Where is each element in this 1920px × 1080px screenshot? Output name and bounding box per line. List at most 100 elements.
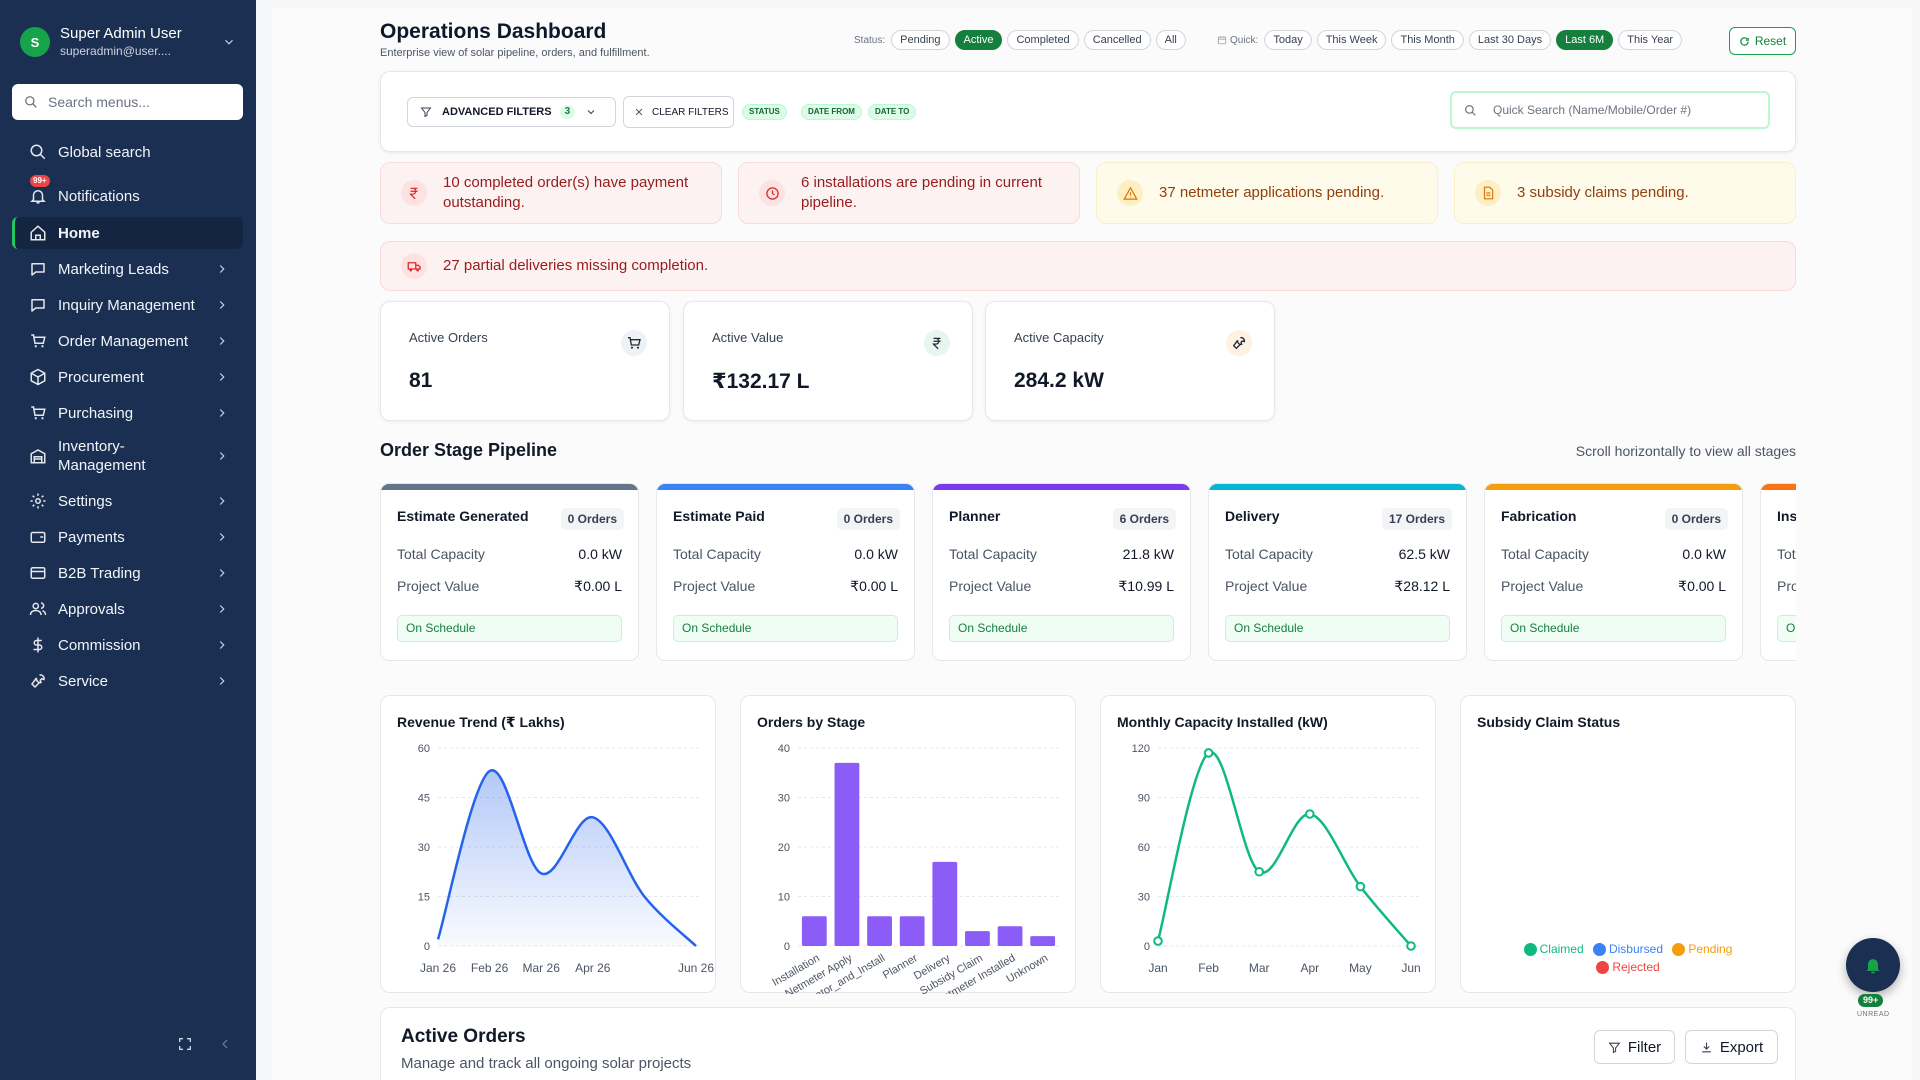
alert-partial-deliveries[interactable]: 27 partial deliveries missing completion… [380,241,1796,291]
bell-icon [1866,959,1880,974]
export-button[interactable]: Export [1685,1030,1778,1064]
status-pill[interactable]: Pending [891,30,950,50]
nav-item-home[interactable]: Home [12,217,243,249]
users-icon [29,602,47,616]
alert-subsidy-pending[interactable]: 3 subsidy claims pending. [1454,162,1796,224]
y-tick-label: 90 [1138,793,1150,805]
x-tick-label: Jan 26 [420,961,456,975]
stage-name: Estimate Paid [673,508,765,524]
stage-card[interactable]: Estimate Generated 0 Orders Total Capaci… [380,483,639,661]
stage-color-bar [1761,484,1796,490]
stage-status-badge: On Schedule [397,615,622,642]
stage-card[interactable]: Ins Tot Pro O [1760,483,1796,661]
stage-card[interactable]: Fabrication 0 Orders Total Capacity 0.0 k… [1484,483,1743,661]
legend-item[interactable]: Disbursed [1592,942,1663,956]
bar[interactable] [1030,936,1056,946]
bar[interactable] [834,762,860,946]
stage-card[interactable]: Planner 6 Orders Total Capacity 21.8 kW P… [932,483,1191,661]
x-tick-label: Jan [1148,961,1167,975]
quick-pill[interactable]: This Month [1391,30,1464,50]
nav-item-purchasing[interactable]: Purchasing [12,397,243,429]
user-profile[interactable]: S Super Admin User superadmin@user.... [20,24,236,60]
bar[interactable] [801,916,827,946]
nav-item-approvals[interactable]: Approvals [12,593,243,625]
nav-item-payments[interactable]: Payments [12,521,243,553]
legend-item[interactable]: Rejected [1596,960,1660,974]
project-value: ₹28.12 L [1394,578,1450,594]
quick-pill[interactable]: This Year [1618,30,1683,50]
status-pill[interactable]: Active [954,30,1003,50]
filter-button[interactable]: Filter [1594,1030,1675,1064]
status-filter-bar: Status: Pending Active Completed Cancelled A… [854,30,1191,50]
quick-pill[interactable]: Last 6M [1556,30,1614,50]
alert-text: 10 completed order(s) have payment outst… [443,174,689,211]
stage-order-count: 0 Orders [560,508,624,530]
stage-card[interactable]: Estimate Paid 0 Orders Total Capacity 0.0… [656,483,915,661]
quick-pill[interactable]: Last 30 Days [1468,30,1552,50]
stage-card[interactable]: Delivery 17 Orders Total Capacity 62.5 kW… [1208,483,1467,661]
stat-label: Active Value [712,330,784,345]
bar[interactable] [899,916,925,946]
status-pill[interactable]: Cancelled [1083,30,1151,50]
data-point[interactable] [1406,941,1416,951]
quick-search[interactable] [1450,91,1770,129]
quick-search-input[interactable] [1493,103,1753,117]
filter-chip[interactable]: DATE FROM [801,104,862,120]
bar[interactable] [997,926,1023,946]
legend-item[interactable]: Pending [1672,942,1732,956]
nav-item-marketing-leads[interactable]: Marketing Leads [12,253,243,285]
stat-label: Active Orders [409,330,488,345]
pipeline-scroller[interactable]: Estimate Generated 0 Orders Total Capaci… [380,483,1796,663]
user-email: superadmin@user.... [60,44,171,58]
data-point[interactable] [1305,809,1315,819]
nav-item-service[interactable]: Service [12,665,243,697]
filter-chip[interactable]: DATE TO [868,104,917,120]
advanced-filters-button[interactable]: ADVANCED FILTERS 3 [407,97,616,127]
data-point[interactable] [1153,936,1163,946]
data-point[interactable] [1203,748,1214,758]
alert-installations-pending[interactable]: 6 installations are pending in current p… [738,162,1080,224]
warning-icon [1117,180,1143,206]
nav-global-search[interactable]: Global search [12,136,243,168]
clear-filters-label: CLEAR FILTERS [652,106,729,118]
menu-search-input[interactable] [48,94,218,110]
active-orders-subtitle: Manage and track all ongoing solar proje… [401,1055,692,1072]
chevron-down-icon [225,39,233,45]
alert-netmeter-pending[interactable]: 37 netmeter applications pending. [1096,162,1438,224]
notification-fab[interactable] [1846,938,1900,992]
data-point[interactable] [1254,866,1264,877]
clear-filters-button[interactable]: CLEAR FILTERS [623,96,734,128]
user-name: Super Admin User [60,25,182,42]
status-pill[interactable]: All [1155,30,1186,50]
filter-chip[interactable]: STATUS [742,104,787,120]
fullscreen-icon[interactable] [177,1036,193,1052]
nav-item-procurement[interactable]: Procurement [12,361,243,393]
alert-payment-outstanding[interactable]: 10 completed order(s) have payment outst… [380,162,722,224]
bar[interactable] [932,861,958,946]
nav-item-commission[interactable]: Commission [12,629,243,661]
reset-button[interactable]: Reset [1729,27,1796,55]
pipeline-hint: Scroll horizontally to view all stages [1575,443,1796,459]
quick-pill[interactable]: This Week [1316,30,1387,50]
nav-item-settings[interactable]: Settings [12,485,243,517]
nav-item-order-management[interactable]: Order Management [12,325,243,357]
bar[interactable] [867,916,892,946]
capacity-label: Tot [1777,546,1796,562]
chart-title: Orders by Stage [757,714,866,730]
nav-item-b2b-trading[interactable]: B2B Trading [12,557,243,589]
menu-search[interactable] [12,84,243,120]
x-tick-label: Apr [1300,961,1319,975]
nav-notifications[interactable]: 99+ Notifications [12,175,243,212]
bar[interactable] [965,931,990,946]
nav-item-inventory-management[interactable]: Inventory- Management [12,436,243,476]
stage-color-bar [933,484,1190,490]
stat-value: 284.2 kW [1014,369,1104,392]
legend-item[interactable]: Claimed [1523,942,1584,956]
collapse-sidebar-icon[interactable] [217,1036,233,1052]
download-icon [1701,1042,1711,1052]
data-point[interactable] [1355,881,1366,892]
status-pill[interactable]: Completed [1007,30,1079,50]
quick-pill[interactable]: Today [1264,30,1312,50]
nav-item-inquiry-management[interactable]: Inquiry Management [12,289,243,321]
